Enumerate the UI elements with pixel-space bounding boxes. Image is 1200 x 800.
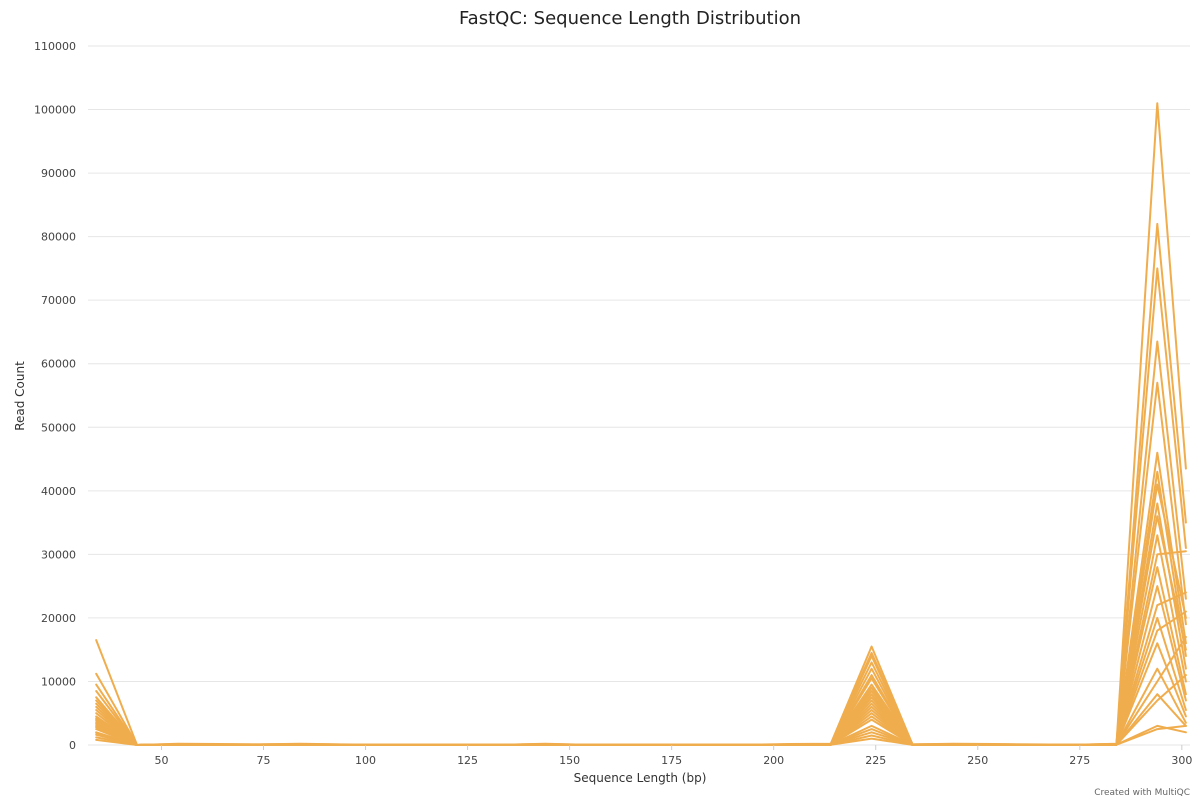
- y-tick-label: 70000: [41, 294, 76, 307]
- series-line-19[interactable]: [95, 591, 1187, 746]
- series-line-15[interactable]: [95, 693, 1187, 746]
- series-line-5[interactable]: [95, 381, 1187, 746]
- credit-text[interactable]: Created with MultiQC: [1094, 788, 1190, 798]
- series-line-8[interactable]: [95, 502, 1187, 746]
- series-line-24[interactable]: [95, 515, 1187, 746]
- y-axis-title: Read Count: [13, 361, 27, 431]
- series-lines: [95, 102, 1187, 746]
- series-line-21[interactable]: [95, 636, 1187, 746]
- x-tick-label: 200: [763, 754, 784, 767]
- series-line-1[interactable]: [95, 102, 1187, 746]
- chart-title: FastQC: Sequence Length Distribution: [459, 8, 801, 29]
- series-line-13[interactable]: [95, 642, 1187, 746]
- x-tick-label: 125: [457, 754, 478, 767]
- x-tick-label: 250: [967, 754, 988, 767]
- series-line-3[interactable]: [95, 267, 1187, 746]
- x-axis-title: Sequence Length (bp): [574, 771, 707, 785]
- y-tick-label: 20000: [41, 612, 76, 625]
- series-line-17[interactable]: [95, 686, 1187, 746]
- y-tick-label: 0: [69, 739, 76, 752]
- x-tick-label: 275: [1069, 754, 1090, 767]
- x-tick-label: 225: [865, 754, 886, 767]
- y-tick-label: 10000: [41, 675, 76, 688]
- grid-lines: [88, 45, 1190, 746]
- series-line-22[interactable]: [95, 674, 1187, 746]
- series-line-16[interactable]: [95, 550, 1187, 746]
- x-tick-label: 75: [257, 754, 271, 767]
- y-tick-label: 100000: [34, 104, 76, 117]
- x-axis-ticks: 50 75 100 125 150 175 200 225 250 275 300: [154, 745, 1192, 767]
- y-tick-label: 50000: [41, 421, 76, 434]
- y-tick-label: 80000: [41, 231, 76, 244]
- y-tick-label: 60000: [41, 358, 76, 371]
- series-line-23[interactable]: [95, 483, 1187, 746]
- series-line-20[interactable]: [95, 610, 1187, 746]
- series-line-10[interactable]: [95, 566, 1187, 746]
- y-tick-label: 110000: [34, 40, 76, 53]
- series-line-18[interactable]: [95, 696, 1187, 746]
- x-tick-label: 100: [355, 754, 376, 767]
- y-tick-label: 90000: [41, 167, 76, 180]
- series-line-11[interactable]: [95, 585, 1187, 746]
- series-line-2[interactable]: [95, 222, 1187, 746]
- series-line-6[interactable]: [95, 451, 1187, 746]
- series-line-4[interactable]: [95, 340, 1187, 746]
- series-line-7[interactable]: [95, 470, 1187, 746]
- x-tick-label: 300: [1171, 754, 1192, 767]
- x-tick-label: 150: [559, 754, 580, 767]
- x-tick-label: 175: [661, 754, 682, 767]
- series-line-9[interactable]: [95, 534, 1187, 746]
- y-axis-ticks: 0 10000 20000 30000 40000 50000 60000 70000 8000…: [34, 40, 76, 752]
- y-tick-label: 30000: [41, 548, 76, 561]
- y-tick-label: 40000: [41, 485, 76, 498]
- x-tick-label: 50: [154, 754, 168, 767]
- series-line-14[interactable]: [95, 667, 1187, 746]
